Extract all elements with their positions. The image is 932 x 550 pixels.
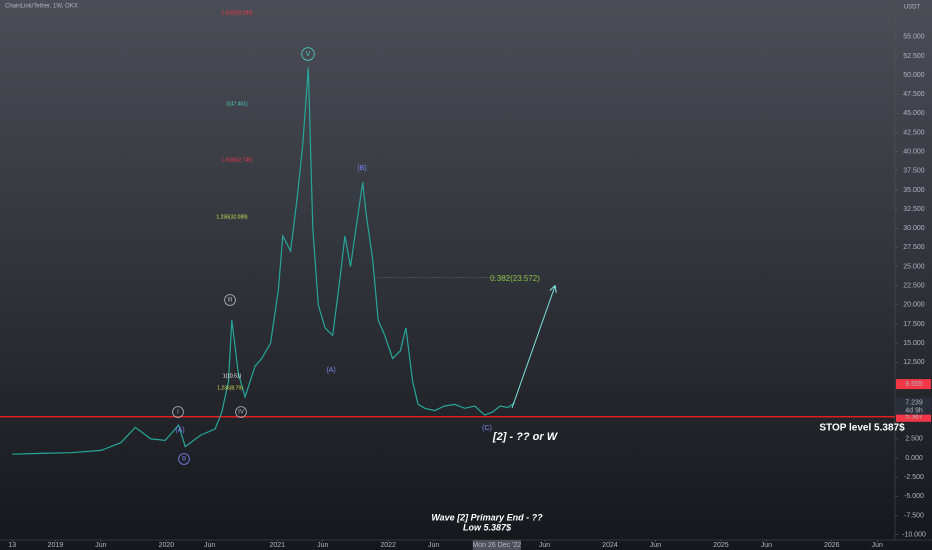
countdown-bg [896,406,931,415]
annotation: (A) [326,367,335,374]
annotation: I [177,410,179,416]
y-tick-label: -2.500 [904,474,924,481]
y-tick-label: 37.500 [903,168,925,175]
price-tag: 7.239 [905,399,923,406]
x-tick-label: 2019 [48,542,64,549]
y-tick-label: 2.500 [905,436,923,443]
price-tag-bg [896,379,931,390]
annotation: (A) [175,427,184,434]
y-tick-label: 12.500 [903,359,925,366]
price-tag-bg [896,397,931,408]
x-tick-label: 2021 [269,542,285,549]
wave-circle [172,406,184,418]
y-tick-label: 35.000 [903,187,925,194]
x-tick-label: 13 [8,542,16,549]
y-tick-label: 22.500 [903,283,925,290]
x-tick-label: 2026 [824,542,840,549]
annotation: STOP level 5.387$ [819,423,905,434]
wave-circle [235,406,247,418]
y-tick-label: 27.500 [903,244,925,251]
y-tick-label: -10.000 [902,531,926,538]
x-tick-label: Jun [872,542,883,549]
x-tick-label: 2024 [602,542,618,549]
price-tag: 5.387 [905,414,923,421]
y-tick-label: 45.000 [903,110,925,117]
annotation: [2] - ?? or W [492,431,559,443]
annotation: Low 5.387$ [463,522,512,532]
y-tick-label: 15.000 [903,340,925,347]
annotation: 1.236(8.79) [217,385,243,391]
y-tick-label: -7.500 [904,512,924,519]
annotation: V [306,51,311,58]
annotation: 0.382(23.572) [490,274,540,283]
y-tick-label: 32.500 [903,206,925,213]
wave-circle [224,294,236,306]
annotation: 1.618(58.289) [221,10,252,16]
y-tick-label: 30.000 [903,225,925,232]
y-tick-label: -5.000 [904,493,924,500]
x-tick-label: Jun [761,542,772,549]
y-tick-label: 20.000 [903,302,925,309]
x-tick-label: Jun [650,542,661,549]
y-tick-label: 47.500 [903,91,925,98]
symbol-title: ChainLink/Tether, 1W, OKX [5,4,78,10]
x-tick-label: Jun [204,542,215,549]
wave-circle [301,47,315,61]
annotation: (C) [482,425,492,432]
annotation: IV [238,410,244,416]
price-line [12,67,515,455]
x-tick-label: 2025 [713,542,729,549]
x-tick-label: Jun [539,542,550,549]
countdown: 4d 9h [905,407,923,414]
x-tick-label: Jun [317,542,328,549]
y-tick-label: 17.500 [903,321,925,328]
annotation: 1.618(42.740) [221,157,252,163]
x-tick-label: 2022 [380,542,396,549]
price-tag-bg [896,411,931,422]
y-tick-label: 40.000 [903,149,925,156]
crosshair-label-bg [472,540,521,550]
annotation: (B) [357,165,366,172]
annotation: B [182,457,186,463]
annotation: Wave [2] Primary End - ?? [431,512,543,522]
x-tick-label: Jun [428,542,439,549]
annotation: III [227,298,232,304]
y-tick-label: 55.000 [903,34,925,41]
y-tick-label: 0.000 [905,455,923,462]
unit-label: USDT [904,5,921,11]
annotation: 1.236(32.089) [216,214,247,220]
wave-circle [178,453,190,465]
projection-arrow [511,286,555,409]
y-tick-label: 50.000 [903,72,925,79]
y-tick-label: 52.500 [903,53,925,60]
y-tick-label: 25.000 [903,263,925,270]
crosshair-label: Mon 26 Dec '22 [472,542,521,549]
annotation: 2(47.461) [226,101,248,107]
x-tick-label: 2020 [159,542,175,549]
y-tick-label: 42.500 [903,129,925,136]
annotation: 1(10.51) [223,373,242,379]
x-tick-label: Jun [95,542,106,549]
price-tag: 9.655 [905,381,923,388]
